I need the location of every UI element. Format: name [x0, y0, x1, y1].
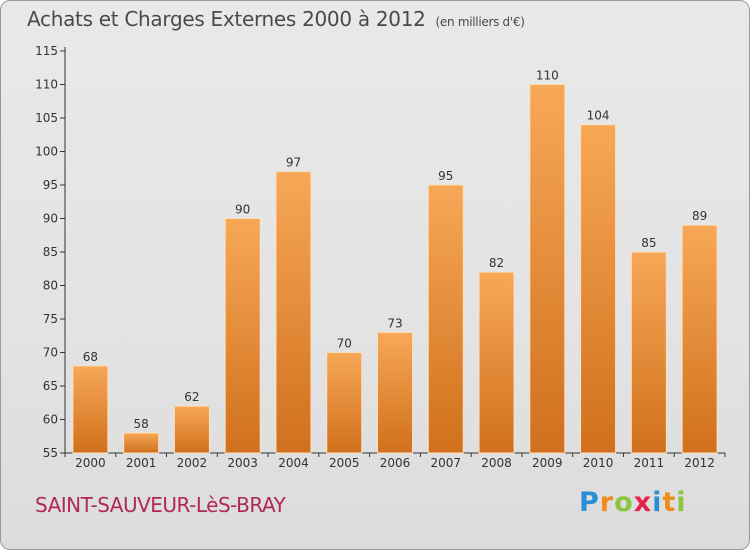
- data-label-2003: 90: [235, 203, 250, 217]
- logo-letter: o: [614, 487, 634, 518]
- chart-title-text: Achats et Charges Externes 2000 à 2012: [27, 7, 426, 31]
- x-tick-label: 2012: [684, 456, 715, 470]
- bar-2011: [630, 251, 667, 454]
- logo-letter: i: [676, 487, 687, 518]
- data-label-2009: 110: [536, 69, 559, 83]
- bar-2008: [478, 271, 515, 454]
- data-label-2005: 70: [337, 337, 352, 351]
- y-tick-label: 75: [43, 312, 58, 326]
- data-label-2010: 104: [587, 109, 610, 123]
- x-tick-label: 2002: [177, 456, 208, 470]
- data-label-2002: 62: [184, 390, 199, 404]
- x-tick-label: 2010: [583, 456, 614, 470]
- x-tick-label: 2011: [634, 456, 665, 470]
- logo-letter: r: [599, 487, 615, 518]
- x-tick-label: 2009: [532, 456, 563, 470]
- x-tick-label: 2001: [126, 456, 157, 470]
- proxiti-logo[interactable]: Proxiti: [579, 487, 687, 518]
- y-tick-label: 105: [35, 111, 58, 125]
- x-tick-label: 2006: [380, 456, 411, 470]
- y-tick-label: 115: [35, 44, 58, 58]
- y-tick-label: 90: [43, 212, 58, 226]
- logo-letter: t: [662, 487, 677, 518]
- logo-letter: P: [579, 487, 600, 518]
- logo-letter: i: [652, 487, 663, 518]
- x-tick-label: 2000: [75, 456, 106, 470]
- data-labels: 68 58 62 90 97 70 73 95 82 110 104 85 89: [83, 69, 708, 431]
- bar-2002: [173, 405, 210, 454]
- bar-2001: [123, 432, 160, 454]
- x-tick-label: 2005: [329, 456, 360, 470]
- bar-2009: [529, 84, 566, 454]
- bar-2007: [427, 184, 464, 454]
- logo-letter: x: [633, 487, 653, 518]
- data-label-2007: 95: [438, 169, 453, 183]
- y-tick-label: 95: [43, 178, 58, 192]
- y-tick-label: 80: [43, 279, 58, 293]
- x-tick-label: 2007: [430, 456, 461, 470]
- y-tick-label: 110: [35, 78, 58, 92]
- axes: 55 60 65 70 75 80 85 90 95 100 105 110 115 2000 2001 20…: [35, 44, 726, 470]
- data-label-2000: 68: [83, 350, 98, 364]
- y-tick-label: 55: [43, 446, 58, 460]
- data-label-2011: 85: [641, 236, 656, 250]
- data-label-2008: 82: [489, 256, 504, 270]
- y-tick-label: 100: [35, 145, 58, 159]
- y-tick-label: 60: [43, 413, 58, 427]
- commune-name: SAINT-SAUVEUR-LèS-BRAY: [35, 493, 286, 517]
- bar-2000: [72, 365, 109, 454]
- chart-subtitle: (en milliers d'€): [435, 15, 525, 29]
- x-tick-label: 2003: [227, 456, 258, 470]
- bar-2003: [224, 218, 261, 454]
- data-label-2004: 97: [286, 156, 301, 170]
- bar-2012: [681, 224, 718, 454]
- data-label-2006: 73: [387, 316, 402, 330]
- y-tick-label: 85: [43, 245, 58, 259]
- x-tick-label: 2008: [481, 456, 512, 470]
- data-label-2012: 89: [692, 209, 707, 223]
- bar-2004: [275, 171, 312, 454]
- data-label-2001: 58: [134, 417, 149, 431]
- chart-title: Achats et Charges Externes 2000 à 2012 (e…: [27, 7, 525, 31]
- bar-2010: [580, 124, 617, 454]
- x-tick-label: 2004: [278, 456, 309, 470]
- bar-2005: [326, 352, 363, 454]
- y-tick-label: 70: [43, 346, 58, 360]
- y-tick-label: 65: [43, 379, 58, 393]
- bar-2006: [377, 331, 413, 454]
- bars: [72, 84, 718, 454]
